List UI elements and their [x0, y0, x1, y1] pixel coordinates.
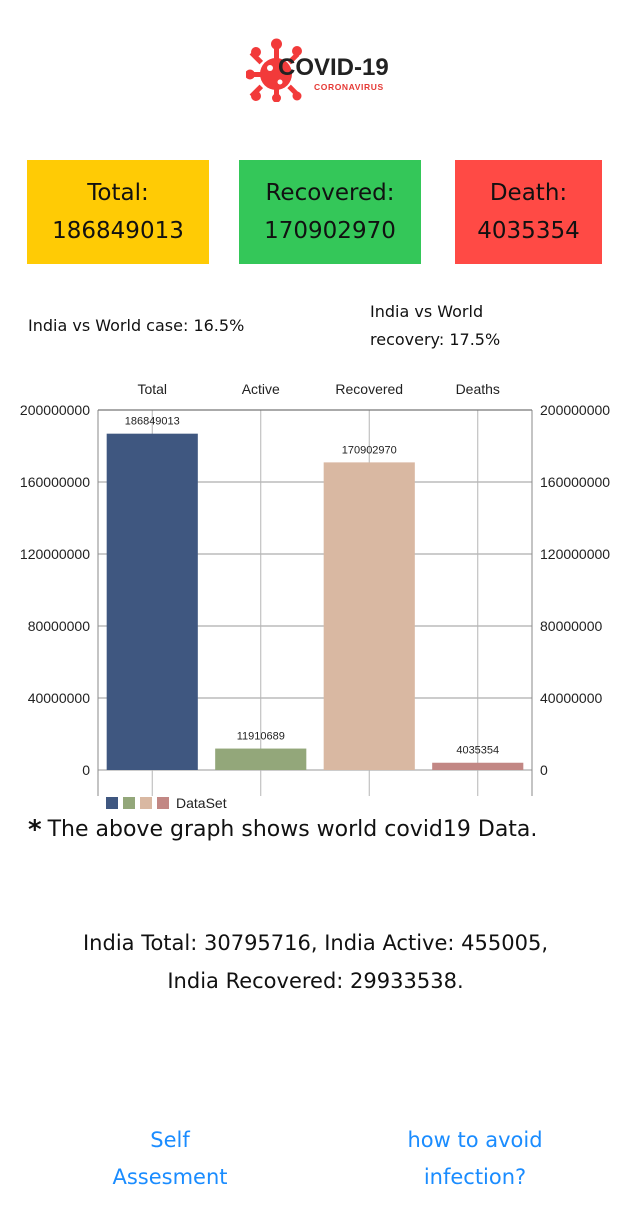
- bar-recovered: [323, 462, 415, 770]
- legend-swatch: [157, 797, 169, 809]
- x-tick-label: Active: [242, 381, 280, 397]
- death-value: 4035354: [477, 218, 580, 244]
- legend-swatch: [140, 797, 152, 809]
- y-tick-label-right: 160000000: [540, 474, 610, 490]
- recovered-value: 170902970: [264, 218, 396, 244]
- bar-value-label: 4035354: [456, 745, 499, 757]
- y-tick-label-right: 40000000: [540, 690, 603, 706]
- legend-label: DataSet: [176, 795, 227, 811]
- chart-caption: * The above graph shows world covid19 Dat…: [28, 815, 537, 845]
- avoid-infection-link[interactable]: how to avoid infection?: [380, 1122, 570, 1196]
- y-tick-label-right: 80000000: [540, 618, 603, 634]
- bar-active: [215, 748, 307, 770]
- y-tick-label-left: 160000000: [20, 474, 90, 490]
- recovered-label: Recovered:: [265, 180, 395, 206]
- total-stat-card: Total: 186849013: [27, 160, 209, 264]
- caption-star: *: [28, 815, 42, 845]
- y-tick-label-left: 40000000: [28, 690, 91, 706]
- legend-swatch: [106, 797, 118, 809]
- y-tick-label-right: 0: [540, 762, 548, 778]
- self-assessment-line1: Self: [150, 1128, 190, 1152]
- recovery-ratio-line2: recovery: 17.5%: [370, 330, 501, 349]
- caption-text: The above graph shows world covid19 Data…: [47, 817, 538, 842]
- self-assessment-link[interactable]: Self Assesment: [90, 1122, 250, 1196]
- bar-value-label: 170902970: [342, 444, 397, 456]
- logo-subtitle: CORONAVIRUS: [314, 82, 384, 92]
- y-tick-label-left: 200000000: [20, 402, 90, 418]
- x-tick-label: Recovered: [335, 381, 403, 397]
- y-tick-label-left: 120000000: [20, 546, 90, 562]
- total-value: 186849013: [52, 218, 184, 244]
- india-summary-line1: India Total: 30795716, India Active: 455…: [82, 931, 548, 955]
- death-stat-card: Death: 4035354: [455, 160, 602, 264]
- y-tick-label-left: 0: [82, 762, 90, 778]
- total-label: Total:: [87, 180, 149, 206]
- x-tick-label: Total: [137, 381, 167, 397]
- app-logo: COVID-19 CORONAVIRUS: [246, 38, 389, 102]
- x-tick-label: Deaths: [456, 381, 500, 397]
- recovery-ratio-line1: India vs World: [370, 302, 484, 321]
- india-summary: India Total: 30795716, India Active: 455…: [0, 924, 631, 1000]
- legend-swatch: [123, 797, 135, 809]
- recovered-stat-card: Recovered: 170902970: [239, 160, 421, 264]
- y-tick-label-right: 120000000: [540, 546, 610, 562]
- avoid-infection-line2: infection?: [423, 1165, 527, 1189]
- india-summary-line2: India Recovered: 29933538.: [167, 969, 464, 993]
- y-tick-label-right: 200000000: [540, 402, 610, 418]
- bar-deaths: [432, 762, 524, 770]
- y-tick-label-left: 80000000: [28, 618, 91, 634]
- bar-value-label: 11910689: [237, 731, 285, 743]
- bar-value-label: 186849013: [125, 416, 180, 428]
- self-assessment-line2: Assesment: [112, 1165, 228, 1189]
- case-ratio-text: India vs World case: 16.5%: [28, 316, 245, 335]
- bar-total: [106, 433, 198, 770]
- virus-icon: [246, 38, 302, 102]
- avoid-infection-line1: how to avoid: [407, 1128, 543, 1152]
- recovery-ratio-text: India vs World recovery: 17.5%: [370, 298, 570, 354]
- world-covid-bar-chart: 186849013 11910689 170902970 4035354 Total Ac…: [20, 381, 610, 811]
- logo-title: COVID-19: [278, 54, 389, 81]
- death-label: Death:: [489, 180, 568, 206]
